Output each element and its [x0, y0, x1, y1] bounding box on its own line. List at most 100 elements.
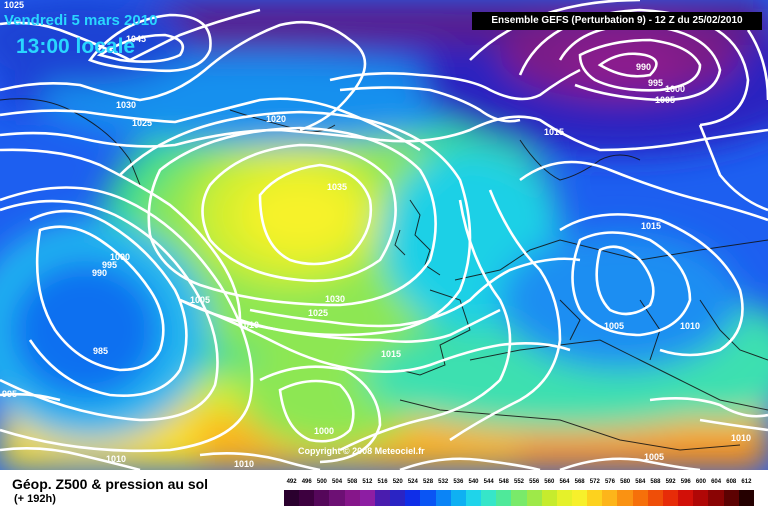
color-scale-swatch: [465, 490, 482, 506]
color-scale-label: 588: [650, 479, 661, 485]
color-scale-swatch: [708, 490, 724, 506]
isobar-label: 1005: [644, 452, 664, 462]
geopotential-field: 1025 1045 1030 1025 1020 1035 1015 990 9…: [0, 0, 768, 470]
color-scale-swatch: [299, 490, 315, 506]
color-scale-label: 568: [574, 479, 585, 485]
color-scale-label: 524: [407, 479, 418, 485]
color-scale-swatch: [632, 490, 648, 506]
color-scale-label: 492: [286, 479, 297, 485]
color-scale-swatch: [390, 490, 406, 506]
color-scale-swatch: [723, 490, 739, 506]
isobar-label: 1015: [381, 349, 401, 359]
color-scale-swatch: [662, 490, 679, 506]
isobar-label: 990: [636, 62, 651, 72]
isobar-label: 1025: [132, 118, 152, 128]
model-run-info: Ensemble GEFS (Perturbation 9) - 12 Z du…: [472, 12, 762, 30]
isobar-label: 1000: [110, 252, 130, 262]
isobar-label: 1010: [731, 433, 751, 443]
isobar-label: 995: [648, 78, 663, 88]
color-scale-label: 604: [711, 479, 722, 485]
color-scale-label: 556: [529, 479, 540, 485]
color-scale-swatch: [344, 490, 360, 506]
color-scale-label: 520: [392, 479, 403, 485]
color-scale-label: 552: [513, 479, 524, 485]
color-scale-label: 592: [665, 479, 676, 485]
color-scale-swatch: [738, 490, 754, 506]
color-scale-swatch: [602, 490, 618, 506]
color-scale-label: 584: [635, 479, 646, 485]
color-scale-label: 572: [589, 479, 600, 485]
isobar-label: 985: [93, 346, 108, 356]
color-scale-swatch: [496, 490, 512, 506]
color-scale-label: 608: [726, 479, 737, 485]
color-scale-swatch: [284, 490, 300, 506]
isobar-label: 1005: [604, 321, 624, 331]
color-scale-swatch: [617, 490, 633, 506]
isobar-label: 1025: [4, 0, 24, 10]
color-scale-label: 496: [301, 479, 312, 485]
isobar-label: 990: [92, 268, 107, 278]
color-scale-label: 508: [347, 479, 358, 485]
color-scale-labels: 492 496 500 504 508 512 516 520 524 528 532 536 540 5…: [282, 479, 756, 489]
isobar-label: 1015: [641, 221, 661, 231]
color-scale-swatch: [481, 490, 497, 506]
color-scale-swatch: [541, 490, 557, 506]
isobar-label: 1030: [116, 100, 136, 110]
color-scale-swatch: [314, 490, 330, 506]
color-scale-label: 532: [438, 479, 449, 485]
map-caption: Géop. Z500 & pression au sol: [12, 476, 209, 492]
color-scale-label: 580: [620, 479, 631, 485]
color-scale-swatch: [526, 490, 542, 506]
color-scale-swatch: [693, 490, 709, 506]
forecast-range: (+ 192h): [14, 493, 56, 505]
isobar-label: 1000: [314, 426, 334, 436]
color-scale-swatch: [587, 490, 603, 506]
isobar-label: 1010: [234, 459, 254, 469]
color-scale-label: 576: [604, 479, 615, 485]
isobar-label: 1010: [680, 321, 700, 331]
legend-footer: Géop. Z500 & pression au sol (+ 192h) 49…: [0, 470, 768, 512]
color-scale-label: 540: [468, 479, 479, 485]
color-scale-label: 512: [362, 479, 373, 485]
color-scale-label: 536: [453, 479, 464, 485]
color-scale-swatch: [511, 490, 527, 506]
color-scale-label: 600: [695, 479, 706, 485]
isobar-label: 1045: [126, 34, 146, 44]
isobar-label: 1010: [106, 454, 126, 464]
color-scale-swatch: [556, 490, 572, 506]
copyright-notice: Copyright © 2008 Meteociel.fr: [298, 446, 425, 456]
color-scale-label: 504: [332, 479, 343, 485]
color-scale-bar: [284, 490, 754, 506]
color-scale-label: 596: [680, 479, 691, 485]
color-scale-swatch: [374, 490, 391, 506]
color-scale-swatch: [329, 490, 345, 506]
color-scale-swatch: [678, 490, 694, 506]
isobar-label: 1025: [308, 308, 328, 318]
isobar-label: 1030: [325, 294, 345, 304]
color-scale-label: 612: [741, 479, 752, 485]
isobar-label: 1035: [327, 182, 347, 192]
color-scale-swatch: [571, 490, 588, 506]
forecast-date: Vendredi 5 mars 2010: [4, 12, 158, 29]
color-scale-swatch: [420, 490, 436, 506]
color-scale-label: 528: [423, 479, 434, 485]
forecast-local-time: 13:00 locale: [16, 35, 136, 58]
isobar-label: 995: [2, 389, 17, 399]
color-scale-label: 548: [498, 479, 509, 485]
isobar-label: 1005: [655, 95, 675, 105]
color-scale-swatch: [450, 490, 466, 506]
color-scale-label: 560: [544, 479, 555, 485]
color-scale-swatch: [435, 490, 451, 506]
isobars: [0, 0, 768, 470]
color-scale-label: 516: [377, 479, 388, 485]
isobar-label: 1005: [190, 295, 210, 305]
isobar-label: 1015: [544, 127, 564, 137]
isobar-label: 1010: [239, 320, 259, 330]
color-scale-label: 544: [483, 479, 494, 485]
color-scale-swatch: [405, 490, 421, 506]
weather-map: 1025 1045 1030 1025 1020 1035 1015 990 9…: [0, 0, 768, 470]
color-scale-label: 564: [559, 479, 570, 485]
color-scale-label: 500: [316, 479, 327, 485]
color-scale-swatch: [359, 490, 375, 506]
isobar-label: 1000: [665, 84, 685, 94]
